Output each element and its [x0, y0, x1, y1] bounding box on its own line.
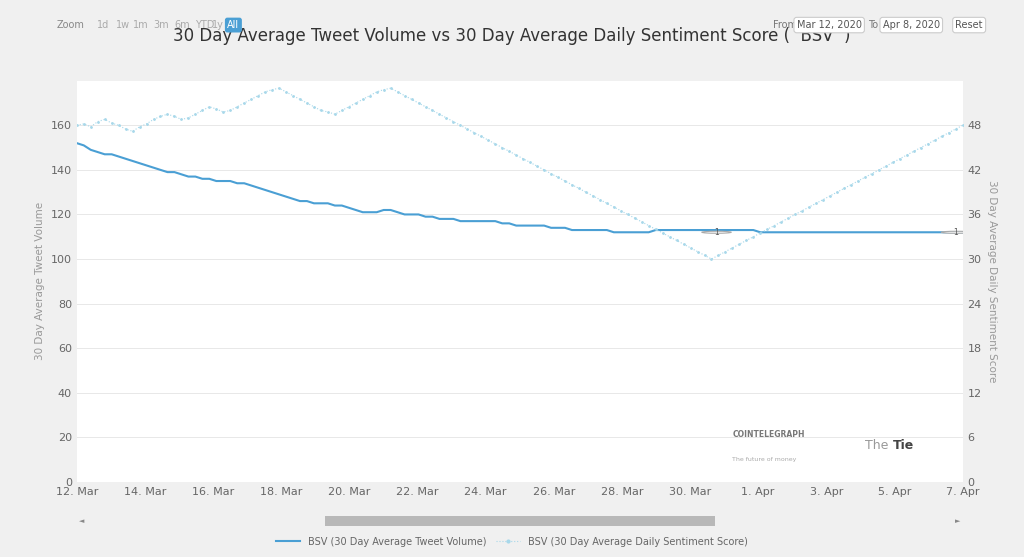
Text: The future of money: The future of money — [732, 457, 797, 462]
Text: ►: ► — [955, 519, 961, 524]
Text: 30 Day Average Tweet Volume vs 30 Day Average Daily Sentiment Score (  BSV  ): 30 Day Average Tweet Volume vs 30 Day Av… — [173, 27, 851, 45]
Y-axis label: 30 Day Average Tweet Volume: 30 Day Average Tweet Volume — [35, 202, 45, 360]
Y-axis label: 30 Day Average Daily Sentiment Score: 30 Day Average Daily Sentiment Score — [987, 180, 997, 383]
Text: Reset: Reset — [955, 20, 983, 30]
Text: The: The — [865, 439, 889, 452]
Text: From: From — [773, 20, 797, 30]
Bar — [325, 516, 715, 526]
Text: Zoom: Zoom — [56, 20, 84, 30]
Text: To: To — [868, 20, 879, 30]
Text: Mar 12, 2020: Mar 12, 2020 — [797, 20, 861, 30]
Text: 1: 1 — [714, 228, 719, 237]
Text: 6m: 6m — [174, 20, 189, 30]
Text: COINTELEGRAPH: COINTELEGRAPH — [732, 430, 805, 439]
Text: 1m: 1m — [133, 20, 148, 30]
Text: Apr 8, 2020: Apr 8, 2020 — [883, 20, 940, 30]
Circle shape — [701, 231, 731, 233]
Legend: BSV (30 Day Average Tweet Volume), BSV (30 Day Average Daily Sentiment Score): BSV (30 Day Average Tweet Volume), BSV (… — [272, 532, 752, 550]
Text: ◄: ◄ — [79, 519, 84, 524]
Text: 1d: 1d — [97, 20, 110, 30]
Circle shape — [941, 231, 971, 233]
Text: YTD: YTD — [195, 20, 214, 30]
Text: 1: 1 — [953, 228, 958, 237]
Text: Tie: Tie — [893, 439, 914, 452]
Text: 3m: 3m — [154, 20, 169, 30]
Text: 1w: 1w — [116, 20, 130, 30]
Text: 1y: 1y — [212, 20, 224, 30]
Text: All: All — [227, 20, 240, 30]
